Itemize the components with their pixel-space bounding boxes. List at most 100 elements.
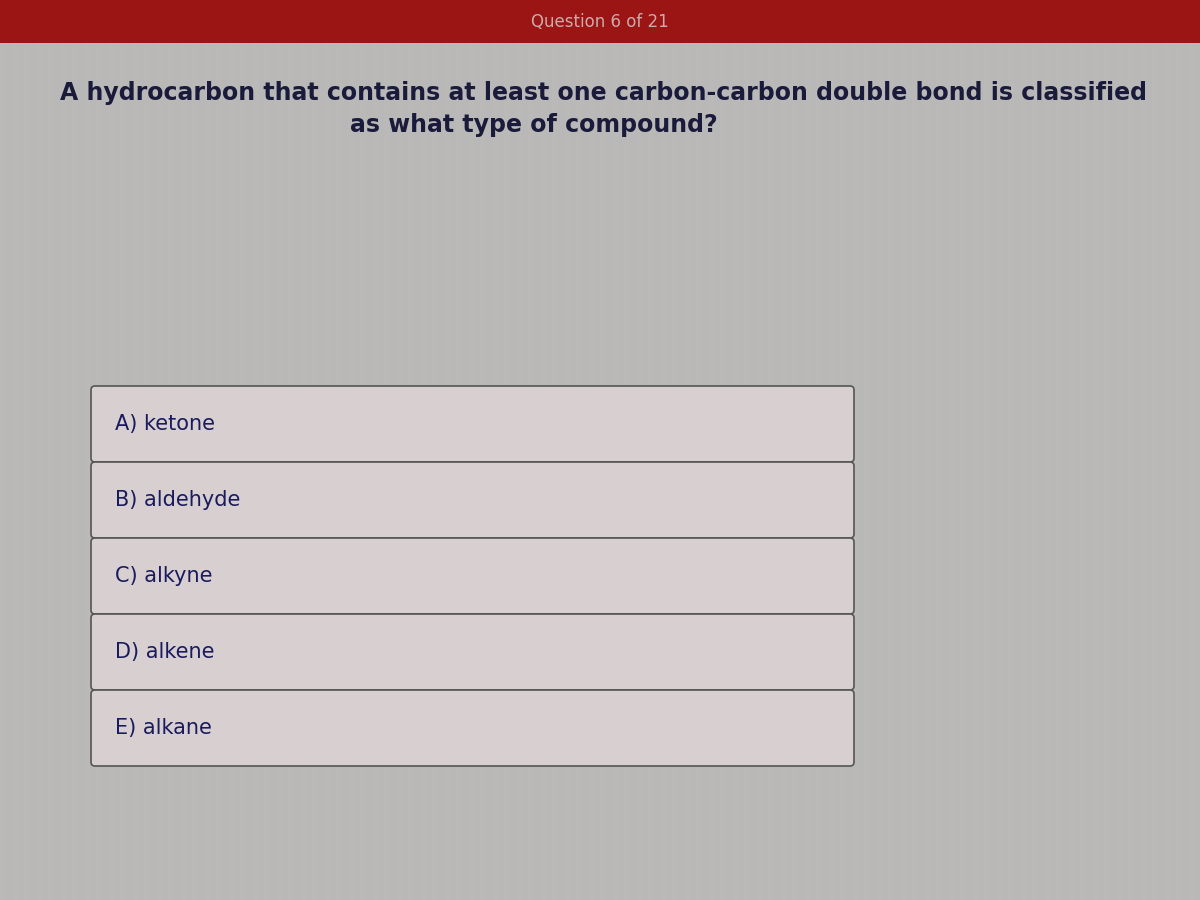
- Bar: [540, 0, 546, 900]
- Bar: [252, 0, 258, 900]
- Text: Question 6 of 21: Question 6 of 21: [532, 13, 668, 31]
- Bar: [660, 0, 666, 900]
- Text: E) alkane: E) alkane: [115, 718, 212, 738]
- Bar: [828, 0, 834, 900]
- Bar: [504, 0, 510, 900]
- Bar: [852, 0, 858, 900]
- Bar: [708, 0, 714, 900]
- Bar: [60, 0, 66, 900]
- Bar: [1080, 0, 1086, 900]
- Bar: [1188, 0, 1194, 900]
- Bar: [1044, 0, 1050, 900]
- Bar: [1164, 0, 1170, 900]
- Bar: [588, 0, 594, 900]
- Bar: [924, 0, 930, 900]
- Bar: [564, 0, 570, 900]
- Bar: [240, 0, 246, 900]
- Bar: [816, 0, 822, 900]
- Bar: [24, 0, 30, 900]
- Bar: [744, 0, 750, 900]
- FancyBboxPatch shape: [91, 386, 854, 462]
- FancyBboxPatch shape: [91, 462, 854, 538]
- Bar: [1128, 0, 1134, 900]
- Bar: [372, 0, 378, 900]
- Bar: [768, 0, 774, 900]
- Bar: [624, 0, 630, 900]
- Bar: [324, 0, 330, 900]
- Bar: [48, 0, 54, 900]
- Bar: [84, 0, 90, 900]
- Bar: [1008, 0, 1014, 900]
- Bar: [300, 0, 306, 900]
- Bar: [1176, 0, 1182, 900]
- Bar: [1116, 0, 1122, 900]
- Bar: [732, 0, 738, 900]
- Bar: [804, 0, 810, 900]
- Bar: [1140, 0, 1146, 900]
- Bar: [420, 0, 426, 900]
- Bar: [900, 0, 906, 900]
- Bar: [144, 0, 150, 900]
- Bar: [672, 0, 678, 900]
- Text: D) alkene: D) alkene: [115, 642, 215, 662]
- Bar: [756, 0, 762, 900]
- Bar: [108, 0, 114, 900]
- Bar: [864, 0, 870, 900]
- Text: C) alkyne: C) alkyne: [115, 566, 212, 586]
- FancyBboxPatch shape: [91, 538, 854, 614]
- Bar: [264, 0, 270, 900]
- Bar: [636, 0, 642, 900]
- Bar: [96, 0, 102, 900]
- FancyBboxPatch shape: [91, 614, 854, 690]
- Bar: [840, 0, 846, 900]
- Bar: [336, 0, 342, 900]
- Bar: [528, 0, 534, 900]
- Bar: [120, 0, 126, 900]
- Bar: [396, 0, 402, 900]
- Bar: [780, 0, 786, 900]
- Bar: [552, 0, 558, 900]
- Bar: [444, 0, 450, 900]
- Bar: [384, 0, 390, 900]
- Bar: [408, 0, 414, 900]
- Bar: [180, 0, 186, 900]
- Bar: [996, 0, 1002, 900]
- Text: B) aldehyde: B) aldehyde: [115, 490, 240, 510]
- Bar: [12, 0, 18, 900]
- Bar: [0, 0, 6, 900]
- Bar: [492, 0, 498, 900]
- Text: A hydrocarbon that contains at least one carbon-carbon double bond is classified: A hydrocarbon that contains at least one…: [60, 81, 1147, 105]
- Bar: [960, 0, 966, 900]
- Bar: [36, 0, 42, 900]
- Bar: [948, 0, 954, 900]
- Bar: [192, 0, 198, 900]
- Text: as what type of compound?: as what type of compound?: [350, 113, 718, 137]
- Text: A) ketone: A) ketone: [115, 414, 215, 434]
- Bar: [456, 0, 462, 900]
- Bar: [132, 0, 138, 900]
- Bar: [276, 0, 282, 900]
- Bar: [972, 0, 978, 900]
- Bar: [432, 0, 438, 900]
- Bar: [468, 0, 474, 900]
- Bar: [876, 0, 882, 900]
- Bar: [360, 0, 366, 900]
- Bar: [984, 0, 990, 900]
- Bar: [1032, 0, 1038, 900]
- Bar: [288, 0, 294, 900]
- Bar: [1092, 0, 1098, 900]
- Bar: [696, 0, 702, 900]
- Bar: [684, 0, 690, 900]
- Bar: [168, 0, 174, 900]
- Bar: [204, 0, 210, 900]
- Bar: [648, 0, 654, 900]
- Bar: [216, 0, 222, 900]
- Bar: [1104, 0, 1110, 900]
- Bar: [888, 0, 894, 900]
- Bar: [936, 0, 942, 900]
- Bar: [1020, 0, 1026, 900]
- Bar: [576, 0, 582, 900]
- Bar: [1056, 0, 1062, 900]
- Bar: [1068, 0, 1074, 900]
- Bar: [1152, 0, 1158, 900]
